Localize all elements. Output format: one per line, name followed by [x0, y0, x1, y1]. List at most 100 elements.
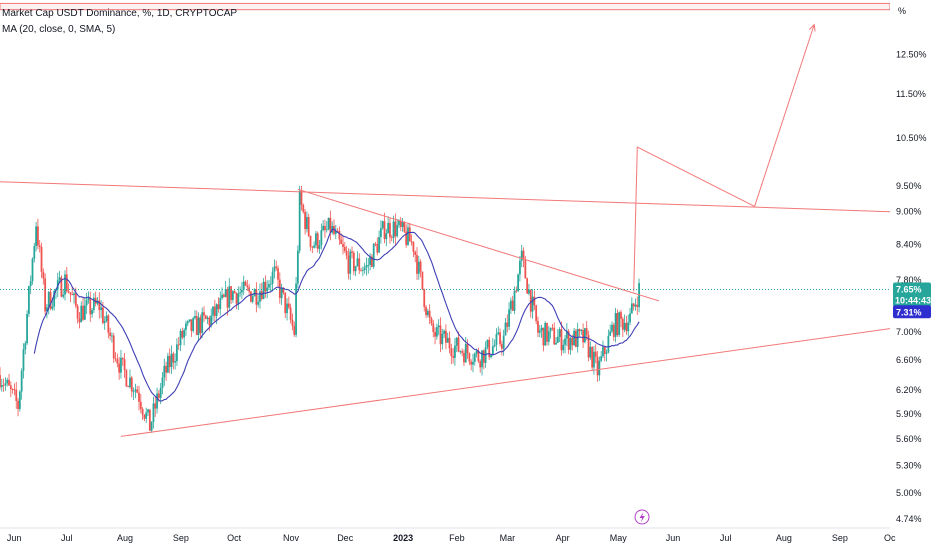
candle-body	[94, 297, 97, 304]
price-axis[interactable]: %12.50%11.50%10.50%9.50%9.00%8.40%7.80%7…	[890, 0, 932, 550]
candle-body	[618, 312, 621, 336]
candle-body	[547, 331, 550, 342]
symbol-title[interactable]: Market Cap USDT Dominance, %, 1D, CRYPTO…	[2, 8, 238, 19]
candle-body	[596, 356, 599, 376]
projection-arrowhead	[808, 23, 816, 32]
candle-body	[450, 348, 453, 357]
candle-body	[347, 255, 350, 274]
y-tick-label: 11.50%	[896, 89, 926, 99]
candle-body	[329, 217, 332, 233]
candle-body	[304, 211, 306, 230]
candle-body	[85, 300, 88, 306]
candle-body	[560, 329, 563, 351]
candle-body	[183, 329, 186, 338]
candle-body	[374, 243, 377, 245]
candle-body	[544, 322, 547, 346]
candle-body	[27, 286, 30, 314]
candle-body	[607, 335, 610, 353]
candle-body	[363, 267, 366, 271]
candle-body	[197, 317, 200, 336]
candle-body	[67, 291, 70, 293]
candle-body	[472, 361, 474, 365]
candle-body	[188, 319, 191, 322]
candle-body	[322, 225, 325, 231]
candle-body	[455, 337, 458, 346]
candle-body	[419, 261, 422, 272]
candle-body	[602, 346, 604, 357]
candle-body	[482, 350, 485, 363]
candle-body	[201, 312, 204, 333]
candle-body	[636, 304, 639, 308]
candle-body	[407, 227, 409, 245]
candle-body	[412, 241, 415, 252]
candle-body	[298, 190, 301, 251]
x-tick-label: Sep	[832, 533, 848, 543]
candle-body	[132, 391, 135, 393]
candle-body	[620, 312, 622, 319]
candle-body	[390, 237, 393, 239]
x-tick-label: 2023	[393, 533, 413, 543]
candle-body	[325, 229, 328, 231]
moving-average-line	[33, 228, 640, 402]
candle-body	[4, 383, 7, 386]
candle-body	[531, 296, 534, 312]
candle-body	[280, 287, 283, 299]
candle-body	[358, 258, 361, 271]
candle-body	[33, 245, 36, 259]
x-tick-label: Apr	[556, 533, 570, 543]
candle-body	[212, 306, 214, 316]
candle-body	[152, 403, 155, 422]
candle-body	[222, 294, 225, 297]
candle-body	[219, 298, 222, 310]
candle-body	[439, 325, 442, 345]
candle-body	[13, 389, 16, 391]
x-tick-label: Oct	[227, 533, 242, 543]
indicator-label[interactable]: MA (20, close, 0, SMA, 5)	[2, 24, 116, 35]
candle-body	[300, 190, 303, 205]
candle-body	[627, 322, 630, 332]
candle-body	[147, 409, 149, 413]
candle-body	[569, 338, 572, 350]
candle-body	[134, 389, 137, 392]
candle-body	[71, 294, 74, 296]
y-tick-label: 4.74%	[896, 514, 922, 524]
candle-series	[0, 185, 640, 433]
candle-body	[11, 389, 14, 390]
candle-body	[275, 266, 278, 269]
candle-body	[508, 309, 510, 327]
y-tick-label: 6.20%	[896, 385, 922, 395]
candle-body	[459, 351, 462, 352]
x-tick-label: Nov	[283, 533, 300, 543]
candle-body	[369, 256, 371, 265]
candle-body	[179, 330, 182, 346]
candle-body	[80, 305, 83, 323]
candle-body	[91, 310, 93, 315]
candle-body	[76, 305, 79, 319]
x-tick-label: Feb	[449, 533, 465, 543]
candle-body	[74, 293, 77, 306]
lightning-icon[interactable]	[634, 509, 650, 525]
candle-body	[546, 322, 548, 342]
candle-body	[24, 343, 27, 350]
candle-body	[621, 318, 624, 330]
time-axis[interactable]: Jun Jul Aug Sep Oct Nov Dec 2023 Feb Mar Apr May Jun…	[0, 527, 896, 543]
candle-body	[522, 250, 525, 260]
trendline-drawings[interactable]	[0, 2, 891, 437]
x-tick-label: May	[610, 533, 628, 543]
candle-body	[114, 358, 117, 360]
candle-body	[634, 304, 637, 307]
candle-body	[609, 331, 612, 336]
candle-body	[533, 296, 536, 306]
candle-body	[141, 408, 144, 415]
candle-body	[578, 329, 581, 332]
candle-body	[259, 291, 261, 302]
candle-body	[31, 258, 34, 282]
candle-body	[630, 303, 633, 314]
candle-body	[38, 245, 41, 248]
candle-body	[315, 233, 317, 246]
candle-body	[139, 401, 142, 409]
candle-body	[324, 225, 326, 230]
candle-body	[320, 230, 323, 246]
candle-body	[486, 339, 489, 348]
